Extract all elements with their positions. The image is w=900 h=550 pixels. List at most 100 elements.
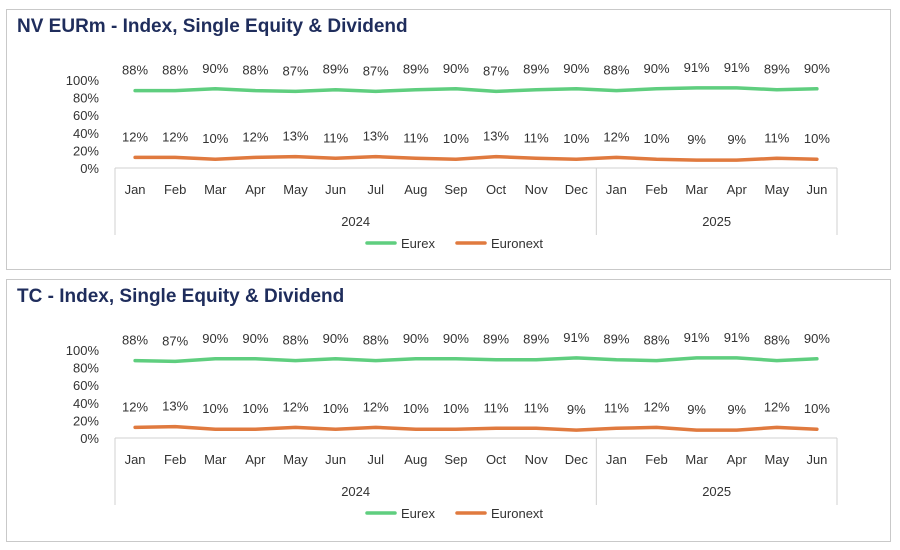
data-label-euronext: 11% xyxy=(764,130,789,145)
x-tick-label: May xyxy=(283,452,308,467)
x-tick-label: May xyxy=(765,452,790,467)
x-tick-label: Nov xyxy=(525,182,549,197)
data-label-euronext: 10% xyxy=(643,131,669,146)
data-label-eurex: 90% xyxy=(443,331,469,346)
data-label-eurex: 89% xyxy=(523,332,549,347)
data-label-euronext: 13% xyxy=(162,399,188,414)
data-label-eurex: 89% xyxy=(603,332,629,347)
x-tick-label: Feb xyxy=(645,452,667,467)
x-tick-label: Apr xyxy=(727,182,748,197)
data-label-eurex: 90% xyxy=(804,61,830,76)
data-label-euronext: 10% xyxy=(804,131,830,146)
legend-label-euronext: Euronext xyxy=(491,236,543,251)
y-tick-label: 40% xyxy=(73,126,99,141)
x-tick-label: Jan xyxy=(125,452,146,467)
data-label-euronext: 10% xyxy=(202,131,228,146)
chart-title: TC - Index, Single Equity & Dividend xyxy=(17,286,345,307)
x-tick-label: Dec xyxy=(565,452,589,467)
x-tick-label: Feb xyxy=(645,182,667,197)
data-label-eurex: 90% xyxy=(443,61,469,76)
x-group-label: 2024 xyxy=(341,484,370,499)
data-label-eurex: 88% xyxy=(122,333,148,348)
x-tick-label: Feb xyxy=(164,182,186,197)
data-label-eurex: 87% xyxy=(363,63,389,78)
x-tick-label: Jun xyxy=(806,452,827,467)
data-label-euronext: 12% xyxy=(122,129,148,144)
data-label-euronext: 9% xyxy=(687,402,706,417)
data-label-eurex: 89% xyxy=(483,332,509,347)
data-label-eurex: 90% xyxy=(804,331,830,346)
data-label-eurex: 88% xyxy=(162,63,188,78)
y-tick-label: 60% xyxy=(73,108,99,123)
data-label-eurex: 90% xyxy=(403,331,429,346)
data-label-eurex: 90% xyxy=(202,331,228,346)
x-tick-label: Apr xyxy=(727,452,748,467)
x-tick-label: Nov xyxy=(525,452,549,467)
data-label-eurex: 90% xyxy=(323,331,349,346)
x-tick-label: Sep xyxy=(444,182,467,197)
x-group-label: 2025 xyxy=(702,484,731,499)
x-tick-label: Mar xyxy=(685,182,708,197)
data-label-eurex: 89% xyxy=(403,62,429,77)
x-tick-label: Oct xyxy=(486,452,507,467)
data-label-eurex: 91% xyxy=(684,330,710,345)
data-label-eurex: 91% xyxy=(724,60,750,75)
data-label-euronext: 11% xyxy=(604,400,629,415)
data-label-euronext: 9% xyxy=(727,132,746,147)
data-label-euronext: 10% xyxy=(563,131,589,146)
data-label-euronext: 12% xyxy=(764,399,790,414)
x-tick-label: May xyxy=(283,182,308,197)
x-tick-label: Jan xyxy=(606,182,627,197)
chart-panel-nv-eurm: NV EURm - Index, Single Equity & Dividen… xyxy=(6,9,891,270)
x-tick-label: Sep xyxy=(444,452,467,467)
series-line-euronext xyxy=(133,424,819,432)
x-tick-label: Jun xyxy=(325,182,346,197)
data-label-euronext: 11% xyxy=(403,130,428,145)
y-tick-label: 20% xyxy=(73,143,99,158)
series-line-eurex xyxy=(133,86,819,94)
line-chart-nv-eurm: 0% 20% 40% 60% 80% 100% Jan Feb Mar Apr May Jun Jul A… xyxy=(66,60,838,251)
data-label-euronext: 12% xyxy=(282,399,308,414)
x-tick-label: Jul xyxy=(367,452,384,467)
chart-title: NV EURm - Index, Single Equity & Dividen… xyxy=(17,16,408,37)
data-label-eurex: 90% xyxy=(643,61,669,76)
data-label-euronext: 12% xyxy=(643,399,669,414)
x-tick-label: Jul xyxy=(367,182,384,197)
x-tick-label: Jun xyxy=(806,182,827,197)
data-label-eurex: 88% xyxy=(643,333,669,348)
x-tick-label: Dec xyxy=(565,182,589,197)
series-line-euronext xyxy=(133,154,819,162)
x-group-label: 2024 xyxy=(341,214,370,229)
data-label-eurex: 87% xyxy=(162,333,188,348)
data-label-eurex: 89% xyxy=(523,62,549,77)
data-label-eurex: 91% xyxy=(563,330,589,345)
data-label-eurex: 87% xyxy=(483,63,509,78)
x-tick-label: Aug xyxy=(404,452,427,467)
data-label-euronext: 12% xyxy=(603,129,629,144)
x-group-label: 2025 xyxy=(702,214,731,229)
x-tick-label: Aug xyxy=(404,182,427,197)
line-chart-tc: 0% 20% 40% 60% 80% 100% Jan Feb Mar Apr May Jun Jul A… xyxy=(66,330,838,521)
x-tick-label: Apr xyxy=(245,452,266,467)
data-label-euronext: 10% xyxy=(323,401,349,416)
data-label-euronext: 13% xyxy=(483,129,509,144)
y-tick-label: 60% xyxy=(73,378,99,393)
legend-label-eurex: Eurex xyxy=(401,506,435,521)
data-label-eurex: 88% xyxy=(122,63,148,78)
y-tick-label: 0% xyxy=(80,161,99,176)
data-label-eurex: 91% xyxy=(724,330,750,345)
data-label-euronext: 10% xyxy=(443,401,469,416)
data-label-eurex: 90% xyxy=(242,331,268,346)
legend-label-euronext: Euronext xyxy=(491,506,543,521)
data-label-euronext: 9% xyxy=(567,402,586,417)
data-label-euronext: 11% xyxy=(524,400,549,415)
chart-panel-tc: TC - Index, Single Equity & Dividend 0% 2… xyxy=(6,279,891,542)
data-label-eurex: 88% xyxy=(363,333,389,348)
data-label-euronext: 10% xyxy=(443,131,469,146)
data-label-eurex: 90% xyxy=(202,61,228,76)
data-label-euronext: 10% xyxy=(242,401,268,416)
data-label-eurex: 87% xyxy=(282,63,308,78)
y-tick-label: 80% xyxy=(73,91,99,106)
x-tick-label: Mar xyxy=(204,182,227,197)
y-tick-label: 0% xyxy=(80,431,99,446)
